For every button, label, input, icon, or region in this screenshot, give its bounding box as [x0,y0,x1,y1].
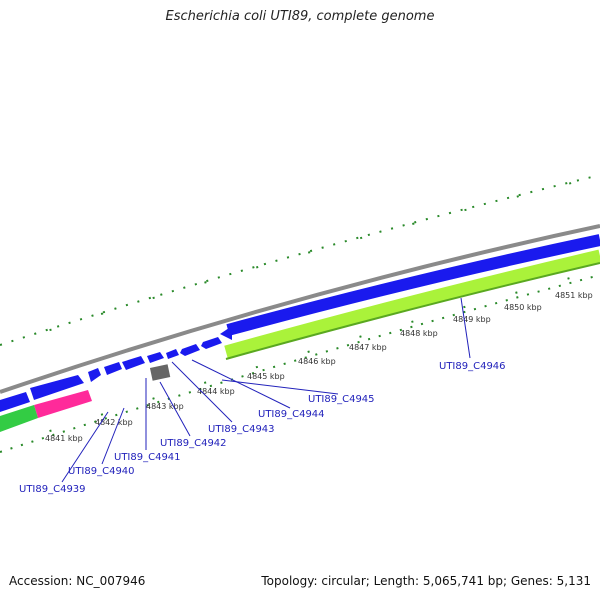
ruler-label: 4849 kbp [453,315,491,324]
ruler-label: 4845 kbp [247,372,285,381]
label-line-c4946 [460,297,471,359]
ruler-label: 4846 kbp [298,357,336,366]
label-line-c4943 [171,361,233,423]
gene-labels: UTI89_C4939 UTI89_C4940 UTI89_C4941 UTI8… [19,361,506,495]
forward-gene [30,375,84,400]
gene-label[interactable]: UTI89_C4945 [308,394,375,405]
gene-label[interactable]: UTI89_C4939 [19,484,86,495]
ruler-label: 4847 kbp [349,343,387,352]
forward-gene [147,352,164,363]
reverse-gene-long [224,249,600,359]
gene-label[interactable]: UTI89_C4942 [160,438,227,449]
inner-tick-ring [0,274,600,453]
accession-text: Accession: NC_007946 [9,574,146,588]
forward-gene [166,349,179,359]
rna-feature-green [0,405,38,432]
gene-label[interactable]: UTI89_C4941 [114,452,181,463]
gene-label[interactable]: UTI89_C4940 [68,466,135,477]
backbone-line [0,224,600,394]
ruler-label: 4843 kbp [146,402,184,411]
ruler-label: 4841 kbp [45,434,83,443]
gene-label-lines [61,297,471,483]
label-line-c4940 [101,407,125,465]
forward-gene [201,337,222,349]
rna-feature-pink [34,390,92,418]
ruler-labels: 4841 kbp 4842 kbp 4843 kbp 4844 kbp 4845… [45,291,593,443]
gray-feature [149,364,171,381]
reverse-gene-edge [225,262,600,360]
label-line-c4945 [221,379,339,395]
gene-label[interactable]: UTI89_C4946 [439,361,506,372]
label-line-c4939 [61,411,109,483]
outer-tick-ring [0,174,600,346]
gene-label[interactable]: UTI89_C4943 [208,424,275,435]
forward-gene [104,362,122,375]
ruler-label: 4842 kbp [95,418,133,427]
map-title: Escherichia coli UTI89, complete genome [165,9,435,24]
forward-gene [180,344,200,356]
label-line-c4942 [159,381,191,437]
ruler-label: 4850 kbp [504,303,542,312]
forward-genes [0,234,600,412]
ruler-label: 4848 kbp [400,329,438,338]
forward-gene [122,356,145,370]
ruler-label: 4844 kbp [197,387,235,396]
forward-gene [88,368,101,382]
forward-gene-long [226,234,600,336]
gene-label[interactable]: UTI89_C4944 [258,409,325,420]
ruler-label: 4851 kbp [555,291,593,300]
label-line-c4944 [191,359,291,409]
genome-summary-text: Topology: circular; Length: 5,065,741 bp… [261,574,591,588]
forward-gene-arrow [220,326,232,340]
forward-gene [0,392,30,412]
